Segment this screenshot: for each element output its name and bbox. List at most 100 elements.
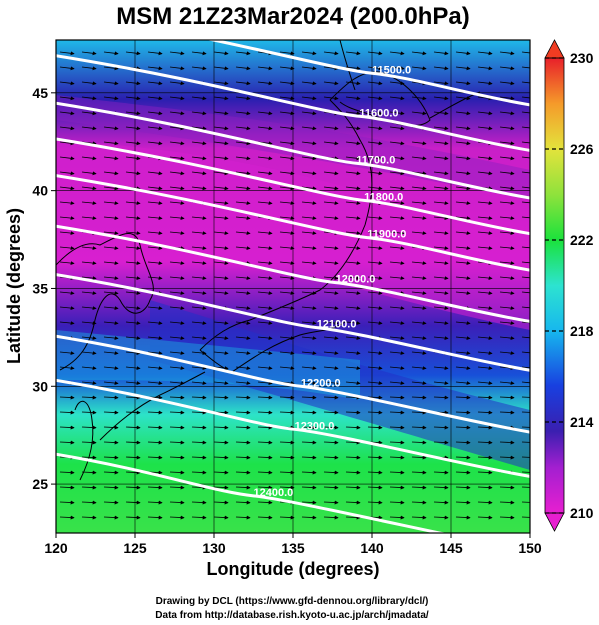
y-tick-label: 45 xyxy=(32,85,48,101)
wind-arrow xyxy=(367,156,383,161)
wind-arrow xyxy=(103,156,119,161)
wind-arrow xyxy=(213,500,229,505)
wind-arrow xyxy=(455,201,471,206)
wind-arrow xyxy=(433,96,449,101)
wind-arrow xyxy=(477,231,493,236)
wind-arrow xyxy=(521,336,530,339)
wind-arrow xyxy=(345,111,361,116)
graticule xyxy=(56,40,530,533)
wind-arrow xyxy=(389,500,405,505)
wind-arrow xyxy=(499,231,515,236)
wind-arrow xyxy=(213,186,229,191)
wind-arrow xyxy=(301,216,317,221)
wind-arrow xyxy=(125,366,141,371)
wind-arrow xyxy=(59,81,75,86)
wind-arrow xyxy=(477,336,493,341)
wind-arrow xyxy=(323,425,339,430)
wind-arrow xyxy=(323,455,339,460)
wind-arrow xyxy=(147,410,163,415)
wind-arrow xyxy=(257,321,273,326)
colorbar-strip xyxy=(545,58,564,513)
wind-arrow xyxy=(301,470,317,475)
wind-arrow xyxy=(257,410,273,415)
wind-arrow xyxy=(323,321,339,326)
wind-arrow xyxy=(81,336,97,341)
contour-line xyxy=(56,101,530,200)
wind-arrow xyxy=(433,141,449,146)
wind-arrow xyxy=(103,425,119,430)
wind-arrow xyxy=(213,96,229,101)
wind-arrow xyxy=(169,81,185,86)
wind-arrow xyxy=(521,126,530,129)
colorbar-tick-label: 230 xyxy=(570,50,594,66)
wind-arrow xyxy=(169,366,185,371)
wind-arrow xyxy=(81,515,97,520)
wind-arrow xyxy=(433,515,449,520)
wind-arrow xyxy=(323,171,339,176)
wind-arrow xyxy=(389,216,405,221)
wind-arrow xyxy=(323,515,339,520)
wind-arrow xyxy=(169,126,185,131)
wind-arrow xyxy=(477,306,493,311)
wind-arrow xyxy=(279,276,295,281)
wind-arrow xyxy=(213,156,229,161)
wind-arrow xyxy=(147,186,163,191)
wind-arrow xyxy=(213,126,229,131)
wind-arrow xyxy=(521,441,530,443)
wind-arrow xyxy=(257,186,273,191)
wind-arrow xyxy=(235,500,251,505)
wind-arrow xyxy=(389,351,405,356)
wind-arrow xyxy=(367,126,383,131)
wind-arrow xyxy=(477,410,493,415)
wind-arrow xyxy=(59,261,75,266)
wind-arrow xyxy=(147,246,163,251)
wind-arrow xyxy=(235,231,251,236)
wind-arrow xyxy=(433,111,449,116)
wind-arrow xyxy=(59,395,75,400)
wind-arrow xyxy=(213,440,229,445)
wind-arrow xyxy=(521,96,530,99)
wind-arrow xyxy=(367,410,383,415)
wind-arrow xyxy=(323,141,339,146)
y-tick-label: 35 xyxy=(32,280,48,296)
wind-arrow xyxy=(433,81,449,86)
wind-arrow xyxy=(59,470,75,475)
wind-arrow xyxy=(213,51,229,56)
wind-arrow xyxy=(147,321,163,326)
wind-arrow xyxy=(433,366,449,371)
wind-arrow xyxy=(103,81,119,86)
wind-arrow xyxy=(59,306,75,311)
wind-arrow xyxy=(521,141,530,144)
wind-arrow xyxy=(521,306,530,309)
wind-arrow xyxy=(455,96,471,101)
wind-arrow xyxy=(433,261,449,266)
wind-arrow xyxy=(499,440,515,445)
wind-arrow xyxy=(257,470,273,475)
wind-arrow xyxy=(257,366,273,371)
wind-arrow xyxy=(257,156,273,161)
wind-arrow xyxy=(411,261,427,266)
wind-arrow xyxy=(191,455,207,460)
wind-arrow xyxy=(191,111,207,116)
wind-arrow xyxy=(59,171,75,176)
wind-arrow xyxy=(389,395,405,400)
wind-arrow xyxy=(323,500,339,505)
wind-arrow xyxy=(125,51,141,56)
contour-line xyxy=(56,54,530,152)
height-contours: 11500.0 11600.0 11700.0 11800.0 11900.0 12000… xyxy=(56,40,530,533)
wind-arrow xyxy=(59,366,75,371)
wind-arrow xyxy=(125,261,141,266)
wind-arrow xyxy=(521,291,530,294)
wind-arrow xyxy=(389,66,405,71)
wind-arrow xyxy=(301,201,317,206)
wind-arrow xyxy=(301,156,317,161)
wind-arrow xyxy=(389,201,405,206)
wind-arrow xyxy=(477,51,493,56)
wind-arrow xyxy=(103,291,119,296)
wind-arrow xyxy=(59,141,75,146)
wind-arrow xyxy=(367,470,383,475)
wind-arrow xyxy=(169,186,185,191)
wind-arrow xyxy=(301,231,317,236)
wind-arrow xyxy=(257,500,273,505)
wind-arrow xyxy=(103,126,119,131)
